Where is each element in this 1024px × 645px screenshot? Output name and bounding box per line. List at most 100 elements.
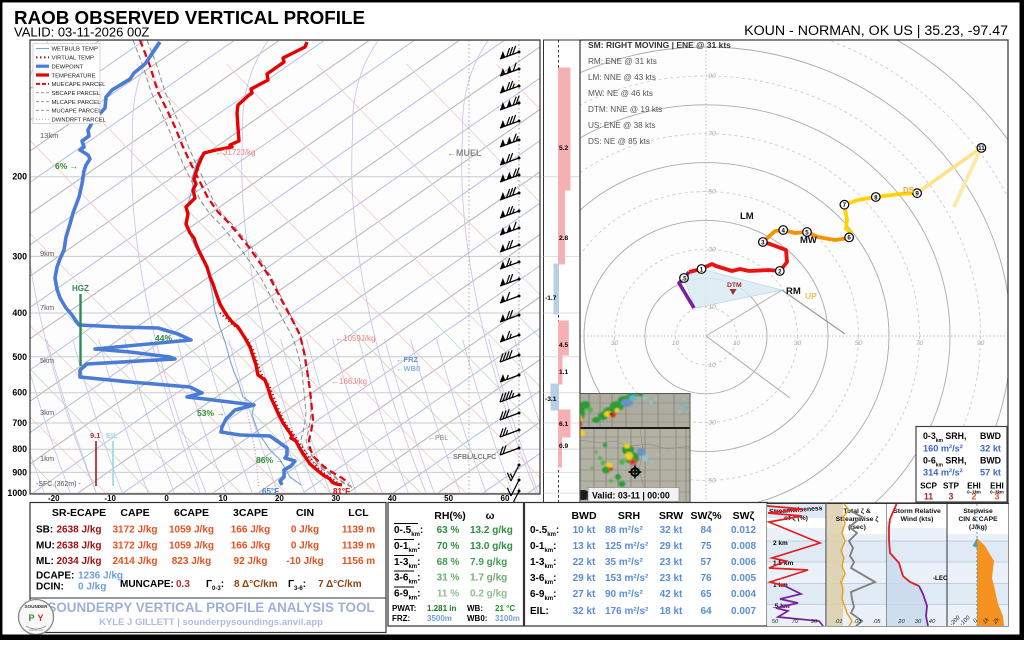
svg-text:90: 90 bbox=[708, 73, 716, 80]
svg-text:10: 10 bbox=[672, 340, 680, 347]
svg-text:6% →: 6% → bbox=[55, 161, 78, 171]
svg-text:84: 84 bbox=[700, 525, 712, 536]
svg-text:CAPE: CAPE bbox=[120, 507, 149, 519]
svg-text:35 m²/s²: 35 m²/s² bbox=[605, 557, 643, 568]
svg-text:←SFBL/LCLFC: ←SFBL/LCLFC bbox=[446, 454, 496, 461]
svg-text:2: 2 bbox=[972, 492, 977, 502]
svg-text:0.007: 0.007 bbox=[731, 606, 756, 617]
svg-text:6.1: 6.1 bbox=[559, 421, 568, 428]
svg-text:23 kt: 23 kt bbox=[660, 557, 683, 568]
svg-text:2.8: 2.8 bbox=[559, 235, 568, 242]
svg-text:0.3: 0.3 bbox=[176, 579, 190, 590]
svg-text:10 kt: 10 kt bbox=[573, 525, 596, 536]
svg-text:ANVIL.CO: ANVIL.CO bbox=[29, 628, 44, 632]
svg-text:LM: NNE @ 43 kts: LM: NNE @ 43 kts bbox=[588, 73, 656, 82]
svg-text:3CAPE: 3CAPE bbox=[233, 507, 268, 519]
svg-text:.01: .01 bbox=[834, 619, 842, 625]
svg-text:10: 10 bbox=[733, 340, 741, 347]
svg-text:.05: .05 bbox=[872, 619, 881, 625]
svg-text:STP: STP bbox=[943, 482, 959, 491]
svg-text:CIN: CIN bbox=[296, 507, 314, 519]
svg-text:0.012: 0.012 bbox=[731, 525, 756, 536]
svg-text:DTM: DTM bbox=[727, 282, 742, 289]
svg-text:-1.7: -1.7 bbox=[545, 295, 557, 302]
svg-text:30: 30 bbox=[708, 420, 716, 427]
svg-text:500: 500 bbox=[12, 352, 27, 362]
svg-text:700: 700 bbox=[12, 418, 27, 428]
svg-text:SBCAPE PARCEL: SBCAPE PARCEL bbox=[52, 91, 101, 97]
svg-text:50: 50 bbox=[444, 494, 453, 503]
svg-text:8: 8 bbox=[874, 194, 878, 201]
svg-text:63 %: 63 % bbox=[437, 525, 460, 536]
svg-text:.03: .03 bbox=[853, 619, 862, 625]
svg-text:11: 11 bbox=[924, 492, 933, 502]
svg-text:SOUNDERPY VERTICAL PROFILE ANA: SOUNDERPY VERTICAL PROFILE ANALYSIS TOOL bbox=[47, 600, 374, 615]
svg-text:20: 20 bbox=[897, 619, 905, 625]
svg-text:70: 70 bbox=[792, 619, 799, 625]
svg-text:7 Δ°C/km: 7 Δ°C/km bbox=[318, 579, 362, 590]
svg-text:MW: NE @ 46 kts: MW: NE @ 46 kts bbox=[588, 89, 653, 98]
svg-text:Stepwise: Stepwise bbox=[963, 508, 993, 515]
svg-text:MLCAPE PARCEL: MLCAPE PARCEL bbox=[52, 100, 102, 106]
svg-text:2: 2 bbox=[778, 268, 782, 275]
svg-text:70: 70 bbox=[916, 340, 924, 347]
svg-text:SB:: SB: bbox=[36, 525, 53, 536]
svg-text:←PBL: ←PBL bbox=[428, 435, 448, 442]
svg-text:200: 200 bbox=[12, 172, 27, 182]
svg-text:153 m²/s²: 153 m²/s² bbox=[605, 573, 649, 584]
svg-text:57 kt: 57 kt bbox=[980, 468, 1001, 478]
svg-text:←MUEL: ←MUEL bbox=[447, 148, 482, 158]
svg-text:8 Δ°C/km: 8 Δ°C/km bbox=[234, 579, 278, 590]
svg-text:3km: 3km bbox=[40, 408, 54, 417]
svg-text:823 J/kg: 823 J/kg bbox=[172, 556, 211, 567]
svg-text:160 m²/s²: 160 m²/s² bbox=[923, 444, 963, 454]
svg-text:70 %: 70 % bbox=[437, 541, 460, 552]
svg-text:1236 J/kg: 1236 J/kg bbox=[78, 571, 123, 582]
svg-text:7.9 g/kg: 7.9 g/kg bbox=[470, 557, 507, 568]
svg-text:.5: .5 bbox=[681, 275, 687, 282]
svg-text:SRW: SRW bbox=[659, 510, 683, 522]
svg-text:3172 J/kg: 3172 J/kg bbox=[112, 541, 157, 552]
svg-text:1.281 in: 1.281 in bbox=[427, 604, 456, 613]
svg-text:DCIN:: DCIN: bbox=[36, 582, 64, 593]
svg-text:1139 m: 1139 m bbox=[342, 525, 375, 536]
svg-text:EIL: EIL bbox=[106, 431, 118, 440]
svg-text:HGZ: HGZ bbox=[72, 284, 89, 293]
svg-text:3: 3 bbox=[995, 492, 1000, 502]
svg-text:DEWPOINT: DEWPOINT bbox=[52, 64, 84, 70]
svg-text:75: 75 bbox=[700, 541, 712, 552]
svg-text:3172 J/kg: 3172 J/kg bbox=[112, 525, 157, 536]
svg-text:65°F: 65°F bbox=[262, 487, 279, 496]
svg-text:29 kt: 29 kt bbox=[660, 541, 683, 552]
svg-text:86% →: 86% → bbox=[256, 455, 284, 465]
svg-text:600: 600 bbox=[12, 388, 27, 398]
svg-text:0: 0 bbox=[164, 494, 169, 503]
svg-text:ML:: ML: bbox=[36, 556, 54, 567]
svg-text:9.1: 9.1 bbox=[90, 431, 100, 440]
svg-text:90 m²/s²: 90 m²/s² bbox=[605, 589, 643, 600]
svg-text:DWNDRFT PARCEL: DWNDRFT PARCEL bbox=[52, 118, 107, 124]
svg-text:7: 7 bbox=[843, 202, 847, 209]
svg-text:30: 30 bbox=[794, 340, 802, 347]
svg-text:50: 50 bbox=[708, 189, 716, 196]
svg-text:44% →: 44% → bbox=[155, 333, 183, 343]
svg-text:40: 40 bbox=[388, 494, 397, 503]
svg-text:1156 m: 1156 m bbox=[342, 556, 375, 567]
svg-text:9km: 9km bbox=[40, 249, 54, 258]
svg-text:0 J/kg: 0 J/kg bbox=[78, 582, 106, 593]
svg-text:-20: -20 bbox=[48, 494, 60, 503]
svg-text:30: 30 bbox=[915, 619, 922, 625]
svg-text:SCP: SCP bbox=[920, 482, 937, 491]
svg-text:←FRZ: ←FRZ bbox=[396, 355, 418, 364]
svg-text:LM: LM bbox=[740, 211, 754, 222]
svg-text:13km: 13km bbox=[40, 131, 58, 140]
svg-text:31 %: 31 % bbox=[437, 573, 460, 584]
svg-text:57: 57 bbox=[700, 557, 712, 568]
svg-text:VALID: 03-11-2026 00Z: VALID: 03-11-2026 00Z bbox=[14, 25, 149, 40]
svg-text:Valid: 03-11 | 00:00: Valid: 03-11 | 00:00 bbox=[592, 491, 670, 501]
svg-text:4: 4 bbox=[781, 227, 785, 234]
svg-text:SOUNDER: SOUNDER bbox=[25, 604, 49, 609]
svg-text:125 m²/s²: 125 m²/s² bbox=[605, 541, 649, 552]
svg-text:LCL: LCL bbox=[348, 507, 369, 519]
svg-text:1000: 1000 bbox=[7, 488, 27, 498]
